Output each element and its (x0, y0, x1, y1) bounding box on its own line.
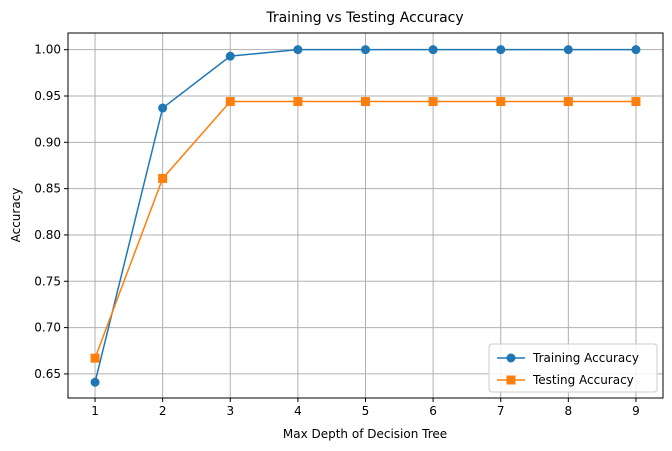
y-tick-label: 0.75 (34, 274, 61, 288)
data-point-testing (563, 97, 573, 107)
x-tick-label: 6 (429, 404, 437, 418)
x-axis-ticks: 1 2 3 4 5 6 7 8 9 (91, 398, 640, 418)
x-tick-label: 5 (362, 404, 370, 418)
y-axis-ticks: 0.65 0.70 0.75 0.80 0.85 0.90 0.95 1.00 (34, 43, 68, 381)
data-point-training (225, 51, 235, 61)
legend-marker-training (506, 353, 516, 363)
data-point-testing (496, 97, 506, 107)
data-point-testing (90, 353, 100, 363)
x-tick-label: 3 (226, 404, 234, 418)
data-point-testing (293, 97, 303, 107)
data-point-training (361, 45, 370, 55)
legend-label-training: Training Accuracy (532, 351, 639, 365)
data-point-training (631, 45, 641, 55)
y-tick-label: 0.95 (34, 89, 61, 103)
series-layer (90, 45, 641, 387)
legend-marker-testing (506, 375, 516, 385)
y-tick-label: 0.80 (34, 228, 61, 242)
chart-title: Training vs Testing Accuracy (265, 10, 463, 26)
x-axis-label: Max Depth of Decision Tree (283, 427, 447, 441)
x-tick-label: 4 (294, 404, 302, 418)
data-point-training (496, 45, 506, 55)
legend: Training Accuracy Testing Accuracy (488, 343, 658, 393)
y-tick-label: 0.65 (34, 367, 61, 381)
y-axis-label: Accuracy (9, 188, 23, 243)
data-point-testing (631, 97, 641, 107)
legend-label-testing: Testing Accuracy (532, 373, 634, 387)
data-point-training (90, 377, 100, 387)
x-tick-label: 9 (632, 404, 640, 418)
y-tick-label: 0.70 (34, 321, 61, 335)
legend-box (488, 343, 658, 393)
x-tick-label: 7 (497, 404, 505, 418)
data-point-testing (225, 97, 235, 107)
data-point-testing (361, 97, 370, 107)
data-point-training (158, 103, 168, 113)
y-tick-label: 0.90 (34, 135, 61, 149)
data-point-testing (158, 173, 168, 183)
data-point-testing (428, 97, 438, 107)
y-tick-label: 0.85 (34, 182, 61, 196)
y-tick-label: 1.00 (34, 43, 61, 57)
data-point-training (563, 45, 573, 55)
x-tick-label: 8 (565, 404, 573, 418)
data-point-training (293, 45, 303, 55)
x-tick-label: 2 (159, 404, 167, 418)
data-point-training (428, 45, 438, 55)
grid-lines (68, 33, 663, 398)
x-tick-label: 1 (91, 404, 99, 418)
